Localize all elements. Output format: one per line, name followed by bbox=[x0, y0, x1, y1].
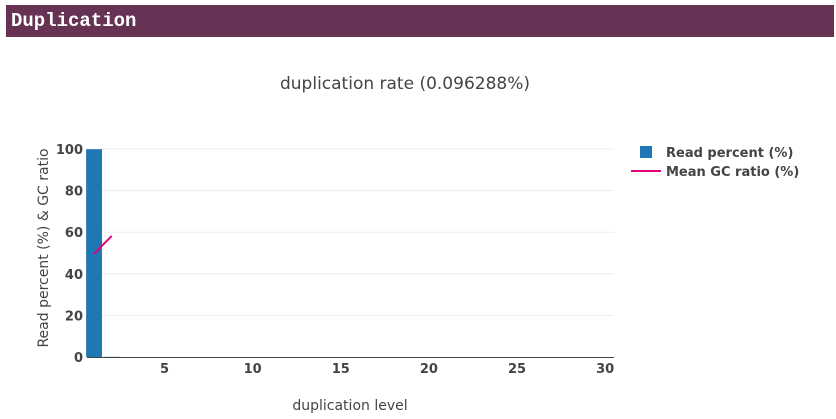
y-tick-label: 0 bbox=[74, 351, 83, 366]
x-tick-label: 5 bbox=[160, 362, 169, 377]
axes: 0 20 40 60 80 100 5 10 15 20 25 30 bbox=[56, 143, 614, 377]
y-tick-label: 80 bbox=[65, 185, 83, 200]
legend-label-mean-gc[interactable]: Mean GC ratio (%) bbox=[666, 165, 799, 180]
gc-line bbox=[93, 235, 113, 255]
legend: Read percent (%) Mean GC ratio (%) bbox=[631, 146, 799, 180]
legend-swatch-read-percent[interactable] bbox=[640, 146, 652, 158]
section-title: Duplication bbox=[11, 10, 137, 32]
grid-lines bbox=[87, 148, 614, 316]
section-header: Duplication bbox=[6, 5, 834, 37]
x-tick-label: 30 bbox=[596, 362, 614, 377]
x-tick-label: 20 bbox=[420, 362, 438, 377]
y-tick-label: 40 bbox=[65, 268, 83, 283]
gc-ratio-line bbox=[93, 235, 113, 255]
chart-title: duplication rate (0.096288%) bbox=[280, 74, 530, 94]
y-tick-label: 20 bbox=[65, 309, 83, 324]
y-axis-title: Read percent (%) & GC ratio bbox=[36, 148, 52, 347]
x-tick-label: 15 bbox=[332, 362, 350, 377]
legend-label-read-percent[interactable]: Read percent (%) bbox=[666, 146, 793, 161]
x-axis-title: duplication level bbox=[292, 398, 407, 414]
y-tick-label: 100 bbox=[56, 143, 83, 158]
x-tick-label: 25 bbox=[508, 362, 526, 377]
x-tick-label: 10 bbox=[244, 362, 262, 377]
y-tick-label: 60 bbox=[65, 226, 83, 241]
